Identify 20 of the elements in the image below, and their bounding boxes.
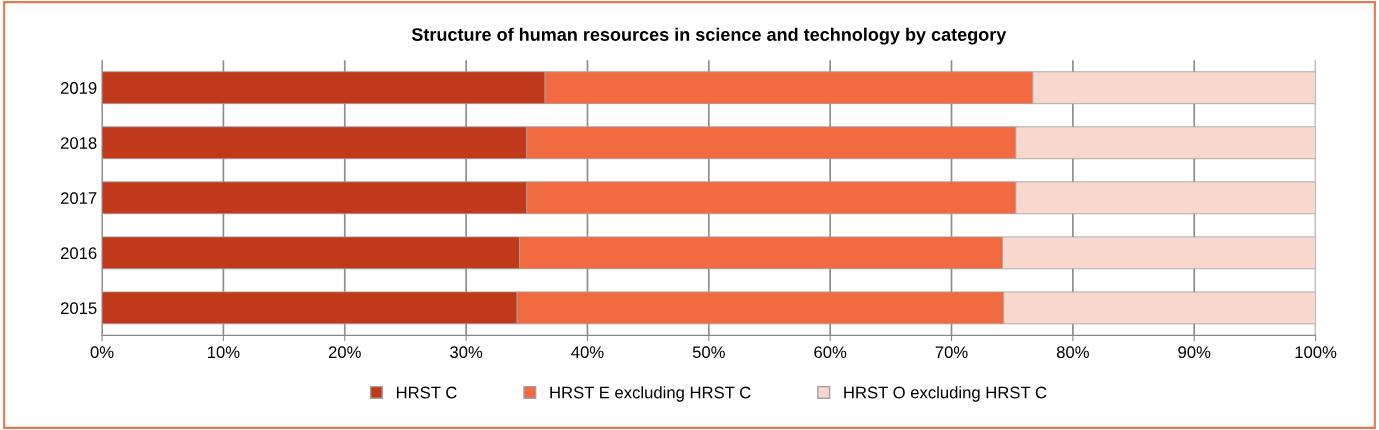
y-tick-label: 2015 (60, 302, 97, 315)
x-tick-label: 70% (935, 346, 968, 359)
x-tick-label: 30% (450, 346, 483, 359)
x-tick-label: 60% (814, 346, 847, 359)
y-tick-label: 2018 (60, 137, 97, 149)
x-tick-label: 50% (692, 346, 725, 359)
x-tick-label: 10% (207, 346, 240, 359)
legend-label: HRST E excluding HRST C (550, 386, 751, 402)
legend-label: HRST O excluding HRST C (844, 386, 1047, 402)
x-tick-label: 80% (1056, 346, 1089, 359)
y-tick-label: 2017 (60, 192, 97, 204)
y-tick-label: 2019 (60, 82, 97, 94)
y-tick-label: 2016 (60, 247, 97, 260)
legend-label: HRST C (396, 386, 457, 399)
x-tick-label: 40% (571, 346, 604, 359)
x-tick-label: 90% (1178, 346, 1211, 359)
chart-title: Structure of human resources in science and technology by category (411, 27, 1007, 45)
x-tick-label: 0% (90, 346, 114, 359)
x-tick-label: 100% (1295, 346, 1337, 359)
x-tick-label: 20% (328, 346, 361, 359)
